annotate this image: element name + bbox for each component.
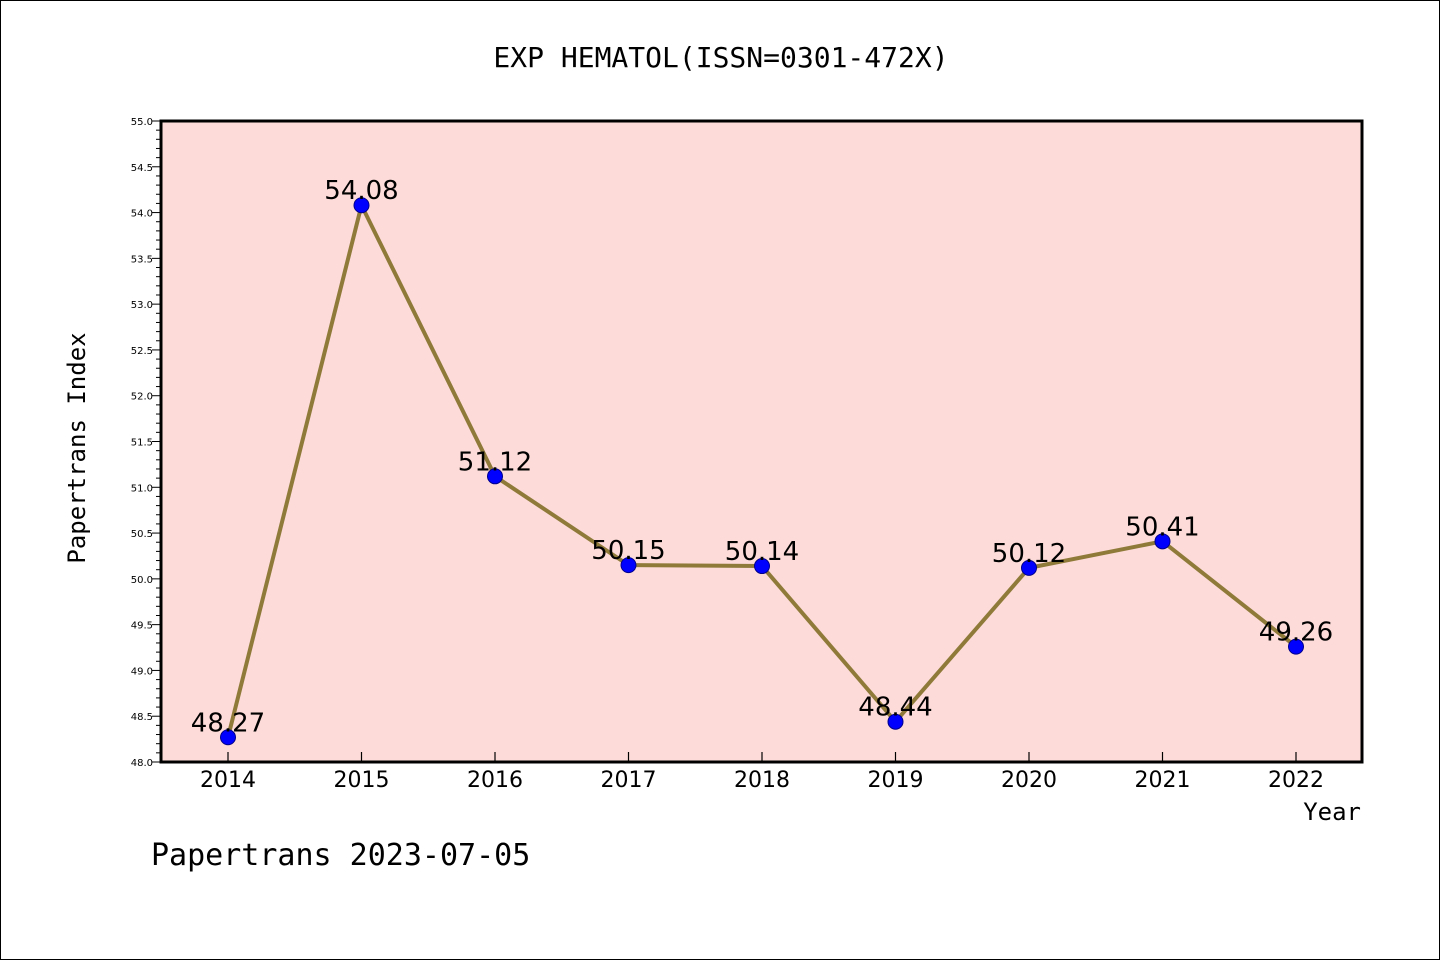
chart-title: EXP HEMATOL(ISSN=0301-472X): [493, 41, 948, 74]
data-label: 51.12: [458, 447, 532, 477]
plot-area: [159, 119, 1364, 764]
data-point: [887, 713, 904, 730]
data-point: [620, 557, 637, 574]
data-point: [754, 558, 770, 575]
data-label: 54.08: [324, 176, 398, 206]
y-axis: 48.0 48.5 49.0 49.5 50.0 50.5 51.0 51.5 52.0 52.5…: [131, 117, 161, 769]
x-tick-label: 2014: [200, 768, 256, 793]
y-tick-label: 48.0: [131, 758, 153, 769]
y-tick-label: 55.0: [131, 117, 153, 128]
y-tick-label: 52.0: [131, 392, 153, 403]
data-point: [1154, 533, 1171, 550]
x-axis-label: Year: [1303, 798, 1361, 826]
data-label: 49.26: [1259, 618, 1333, 648]
y-tick-label: 54.5: [131, 163, 153, 174]
x-tick-label: 2015: [334, 768, 390, 793]
x-tick-label: 2021: [1135, 768, 1191, 793]
y-tick-label: 50.0: [131, 575, 153, 586]
x-tick-label: 2019: [868, 768, 924, 793]
y-tick-label: 48.5: [131, 712, 153, 723]
data-point: [353, 197, 370, 214]
y-tick-label: 51.0: [131, 483, 153, 494]
y-tick-label: 49.0: [131, 666, 153, 677]
x-tick-label: 2018: [734, 768, 790, 793]
y-tick-label: 53.5: [131, 254, 153, 265]
data-label: 48.27: [191, 708, 265, 738]
y-tick-label: 51.5: [131, 438, 153, 449]
y-tick-label: 50.5: [131, 529, 153, 540]
x-tick-label: 2022: [1268, 768, 1324, 793]
footer-credit: Papertrans 2023-07-05: [151, 838, 530, 873]
x-tick-label: 2017: [601, 768, 657, 793]
data-point: [220, 729, 236, 746]
x-axis: 2014 2015 2016 2017 2018 2019 2020 2021 2022: [200, 752, 1324, 793]
data-label: 50.41: [1125, 512, 1199, 542]
data-point: [1021, 559, 1037, 576]
data-label: 48.44: [858, 693, 932, 723]
data-point: [1288, 638, 1304, 655]
y-tick-label: 53.0: [131, 300, 153, 311]
data-label: 50.12: [992, 539, 1066, 569]
y-tick-label: 49.5: [131, 621, 153, 632]
y-tick-label: 54.0: [131, 209, 153, 220]
data-points: [220, 197, 1304, 746]
x-tick-label: 2016: [467, 768, 523, 793]
y-axis-label: Papertrans Index: [63, 332, 91, 563]
data-labels: 48.27 54.08 51.12 50.15 50.14 48.44 50.12 50.41…: [191, 176, 1333, 738]
data-label: 50.14: [725, 537, 799, 567]
data-point: [487, 468, 503, 485]
x-tick-label: 2020: [1001, 768, 1057, 793]
data-label: 50.15: [591, 536, 665, 566]
y-tick-label: 52.5: [131, 346, 153, 357]
